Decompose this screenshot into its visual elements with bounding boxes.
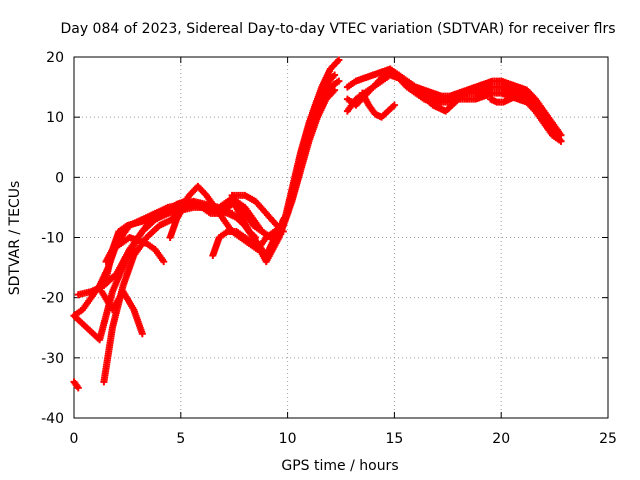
- grid-lines: [74, 57, 608, 418]
- data-point: [331, 86, 339, 94]
- y-tick-label: 20: [46, 50, 64, 66]
- series-s16: [422, 95, 462, 115]
- data-point: [74, 384, 82, 392]
- data-point: [249, 240, 257, 248]
- x-axis-label: GPS time / hours: [281, 458, 398, 474]
- series-s10: [209, 227, 257, 260]
- data-point: [531, 101, 539, 109]
- series-s8: [70, 378, 82, 392]
- chart-title: Day 084 of 2023, Sidereal Day-to-day VTE…: [60, 21, 615, 37]
- data-point: [331, 71, 339, 79]
- y-tick-label: -40: [41, 411, 64, 427]
- data-point: [252, 234, 260, 241]
- x-tick-label: 5: [176, 431, 185, 447]
- data-points: [70, 56, 565, 392]
- y-tick-label: -30: [41, 351, 64, 367]
- data-point: [454, 95, 462, 103]
- data-point: [557, 137, 565, 145]
- x-tick-label: 20: [492, 431, 510, 447]
- y-axis-label: SDTVAR / TECUs: [7, 181, 23, 296]
- y-tick-label: -20: [41, 291, 64, 307]
- y-tick-label: -10: [41, 231, 64, 247]
- data-point: [284, 209, 292, 217]
- data-point: [160, 258, 168, 266]
- series-s11: [228, 191, 260, 241]
- x-tick-label: 10: [279, 431, 297, 447]
- x-tick-label: 15: [385, 431, 403, 447]
- y-tick-labels: -40 -30 -20 -10 0 10 20: [41, 50, 64, 427]
- x-tick-labels: 0 5 10 15 20 25: [70, 431, 617, 447]
- y-tick-label: 0: [55, 170, 64, 186]
- series-s15: [358, 89, 398, 121]
- x-tick-label: 0: [70, 431, 79, 447]
- data-point: [390, 101, 398, 109]
- y-tick-label: 10: [46, 110, 64, 126]
- series-s17: [487, 89, 539, 109]
- data-point: [138, 330, 146, 338]
- axis-ticks: [73, 56, 609, 419]
- data-point: [335, 77, 343, 85]
- data-point: [335, 56, 343, 64]
- x-tick-label: 25: [599, 431, 617, 447]
